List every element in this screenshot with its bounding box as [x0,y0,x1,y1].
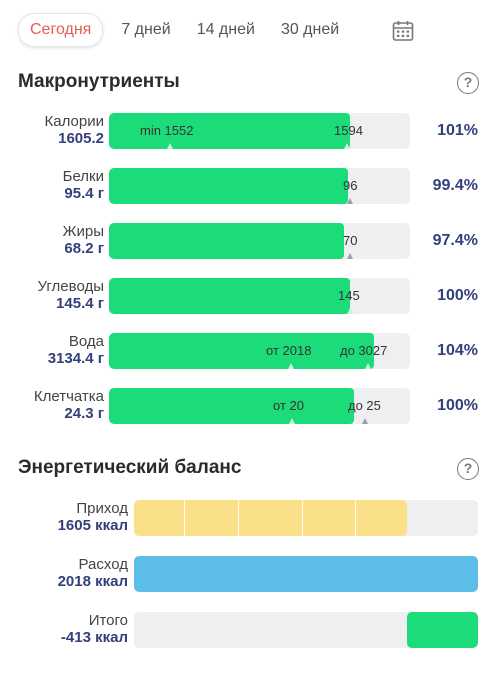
macro-value: 95.4 г [64,185,104,202]
macro-bar: 96 [109,168,410,204]
tab-today[interactable]: Сегодня [18,13,104,47]
energy-label: Расход [78,556,128,573]
macro-max-text: до 3027 [340,343,388,358]
macro-bar-fill [109,113,350,149]
macro-target-text: 70 [343,233,358,248]
macro-percent: 100% [437,397,478,414]
energy-value: -413 ккал [60,629,128,646]
macro-target-text: 145 [338,288,360,303]
tab-14-days[interactable]: 14 дней [196,21,255,38]
macro-label: Белки [62,168,104,185]
energy-bar-fill [134,500,408,536]
calendar-icon[interactable] [391,19,415,43]
max-marker [365,363,371,369]
macro-target-text: 96 [343,178,358,193]
bar-segment-divider [184,500,185,536]
target-marker [347,198,353,204]
macro-min-text: от 20 [273,398,304,413]
macro-row-fat: Жиры 68.2 г 70 97.4% [0,223,496,259]
macro-min-text: от 2018 [266,343,312,358]
energy-bar [134,556,478,592]
macro-value: 3134.4 г [47,350,104,367]
macro-bar: 70 [109,223,410,259]
macro-bar-fill [109,388,355,424]
target-marker [347,308,353,314]
macro-value: 145.4 г [56,295,104,312]
macro-bar: min 1552 1594 [109,113,410,149]
energy-bar [134,500,478,536]
macro-bar: от 2018 до 3027 [109,333,410,369]
energy-label: Приход [76,500,128,517]
target-marker [347,253,353,259]
macro-bar-fill [109,333,374,369]
macro-bar: от 20 до 25 [109,388,410,424]
macro-min-text: min 1552 [140,123,194,138]
macro-bar-fill [109,223,344,259]
tab-30-days[interactable]: 30 дней [280,21,340,38]
min-marker [167,143,173,149]
target-marker [344,143,350,149]
max-marker [362,418,368,424]
min-marker [289,418,295,424]
macro-row-calories: Калории 1605.2 min 1552 1594 101% [0,113,496,149]
macro-label: Жиры [62,223,104,240]
energy-help-icon[interactable]: ? [457,458,479,480]
energy-bar-fill [134,556,478,592]
macro-percent: 100% [437,287,478,304]
bar-segment-divider [302,500,303,536]
macro-percent: 104% [437,342,478,359]
energy-bar [134,612,478,648]
min-marker [288,363,294,369]
macros-help-icon[interactable]: ? [457,72,479,94]
macro-row-carbs: Углеводы 145.4 г 145 100% [0,278,496,314]
tab-7-days[interactable]: 7 дней [121,21,171,38]
macro-bar: 145 [109,278,410,314]
macro-row-fiber: Клетчатка 24.3 г от 20 до 25 100% [0,388,496,424]
energy-row-intake: Приход 1605 ккал [0,500,496,536]
macro-value: 68.2 г [64,240,104,257]
energy-title: Энергетический баланс [18,457,242,478]
period-tabs: Сегодня 7 дней 14 дней 30 дней [18,13,365,47]
bar-segment-divider [238,500,239,536]
macro-row-protein: Белки 95.4 г 96 99.4% [0,168,496,204]
macro-value: 24.3 г [64,405,104,422]
macro-row-water: Вода 3134.4 г от 2018 до 3027 104% [0,333,496,369]
macros-title: Макронутриенты [18,71,180,92]
energy-bar-fill [407,612,478,648]
bar-segment-divider [355,500,356,536]
macro-label: Клетчатка [33,388,104,405]
macro-max-text: до 25 [348,398,381,413]
macro-bar-fill [109,278,350,314]
macro-percent: 97.4% [432,232,478,249]
macro-value: 1605.2 [58,130,104,147]
macro-percent: 101% [437,122,478,139]
macro-percent: 99.4% [432,177,478,194]
macro-label: Калории [44,113,104,130]
macro-target-text: 1594 [334,123,363,138]
energy-value: 1605 ккал [57,517,128,534]
energy-value: 2018 ккал [57,573,128,590]
macro-bar-fill [109,168,349,204]
macro-label: Углеводы [37,278,104,295]
macro-label: Вода [68,333,104,350]
energy-row-total: Итого -413 ккал [0,612,496,648]
energy-label: Итого [88,612,128,629]
energy-row-expense: Расход 2018 ккал [0,556,496,592]
